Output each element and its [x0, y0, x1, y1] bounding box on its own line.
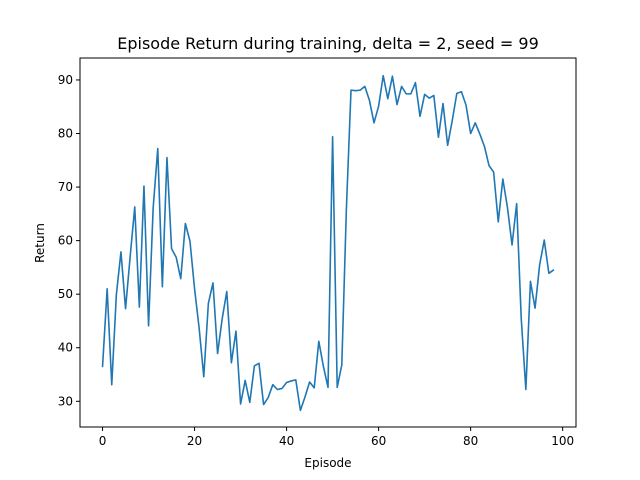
- x-tick-label: 0: [99, 434, 107, 448]
- x-tick-label: 80: [463, 434, 478, 448]
- y-tick-label: 90: [58, 73, 73, 87]
- x-axis-ticks: 0 20 40 60 80 100: [99, 427, 574, 448]
- x-tick-label: 40: [279, 434, 294, 448]
- series-line: [101, 74, 555, 412]
- y-tick-label: 60: [58, 234, 73, 248]
- y-tick-label: 40: [58, 341, 73, 355]
- chart-title: Episode Return during training, delta = …: [117, 34, 539, 53]
- x-tick-label: 100: [551, 434, 574, 448]
- x-tick-label: 20: [187, 434, 202, 448]
- y-tick-label: 70: [58, 180, 73, 194]
- series-layer: [101, 74, 555, 412]
- x-axis-label: Episode: [304, 456, 351, 470]
- plot-area: 0 20 40 60 80 100 30 40 50 60 70 80 90: [58, 57, 577, 448]
- y-tick-label: 30: [58, 394, 73, 408]
- y-axis-label: Return: [33, 223, 47, 263]
- axes-frame: [79, 57, 577, 428]
- y-axis-ticks: 30 40 50 60 70 80 90: [58, 73, 80, 408]
- y-tick-label: 80: [58, 127, 73, 141]
- y-tick-label: 50: [58, 287, 73, 301]
- x-tick-label: 60: [371, 434, 386, 448]
